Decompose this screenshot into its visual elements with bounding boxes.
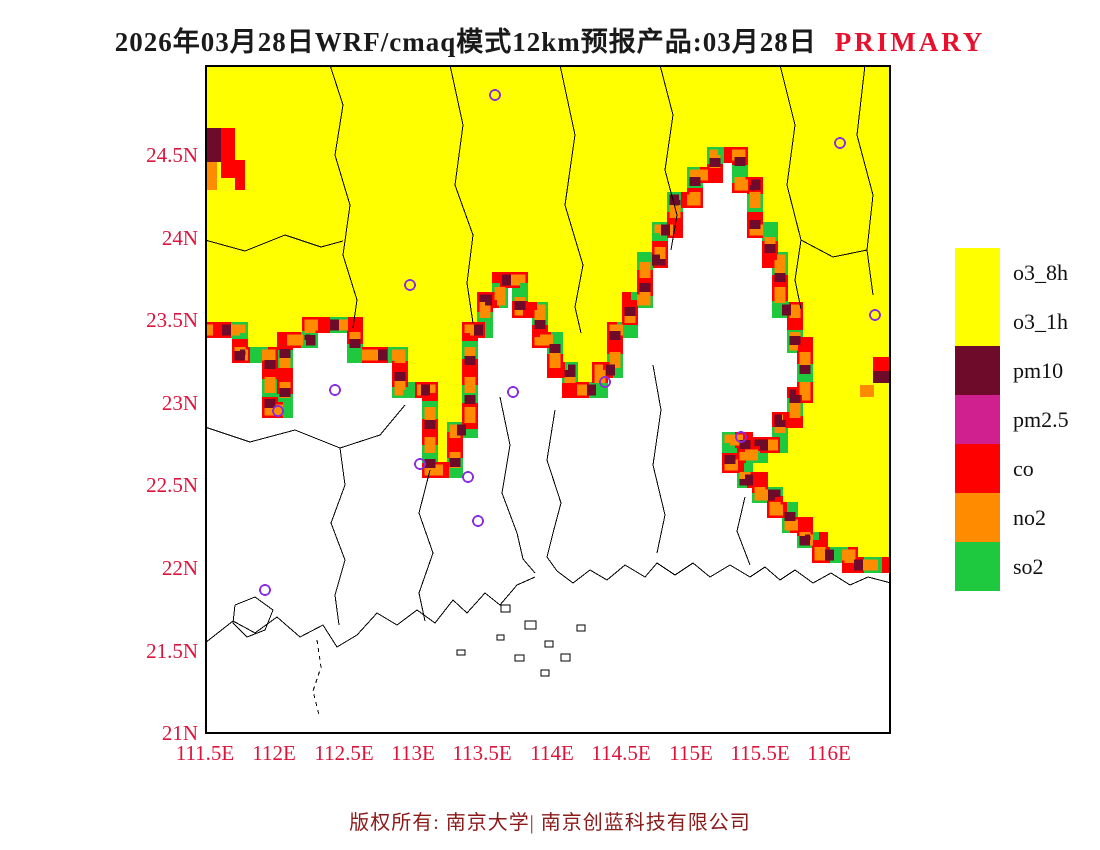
legend-item: co bbox=[955, 444, 1069, 493]
legend-item: so2 bbox=[955, 542, 1069, 591]
lon-label: 113.5E bbox=[452, 741, 512, 765]
legend-swatch-so2 bbox=[955, 542, 1000, 591]
boundary-line bbox=[546, 409, 562, 534]
boundary-line bbox=[546, 532, 558, 572]
legend-label: so2 bbox=[1013, 553, 1044, 579]
lat-label: 23N bbox=[161, 391, 198, 415]
boundary-line bbox=[499, 396, 518, 534]
legend-item: pm10 bbox=[955, 346, 1069, 395]
boundary-line bbox=[312, 639, 322, 716]
island bbox=[514, 654, 525, 662]
map-canvas bbox=[205, 65, 891, 734]
pollutant-cell bbox=[205, 162, 217, 190]
legend-label: o3_8h bbox=[1013, 259, 1068, 285]
station-marker bbox=[259, 584, 271, 596]
boundary-line bbox=[659, 65, 678, 251]
island bbox=[540, 669, 550, 677]
island bbox=[544, 640, 554, 648]
lat-label: 23.5N bbox=[146, 308, 198, 332]
lon-label: 112.5E bbox=[314, 741, 374, 765]
legend-label: no2 bbox=[1013, 504, 1046, 530]
station-marker bbox=[472, 515, 484, 527]
station-marker bbox=[869, 309, 881, 321]
legend-swatch-pm10 bbox=[955, 346, 1000, 395]
lon-label: 114.5E bbox=[591, 741, 651, 765]
lon-label: 114E bbox=[530, 741, 574, 765]
lat-label: 21N bbox=[161, 721, 198, 745]
pollutant-cell bbox=[873, 371, 891, 383]
legend-swatch-co bbox=[955, 444, 1000, 493]
boundary-line bbox=[800, 239, 868, 258]
legend-label: pm2.5 bbox=[1013, 406, 1069, 432]
island bbox=[496, 634, 505, 641]
lat-label: 21.5N bbox=[146, 639, 198, 663]
boundary-line bbox=[559, 65, 584, 334]
boundary-line bbox=[516, 532, 536, 574]
lat-label: 24.5N bbox=[146, 143, 198, 167]
lat-label: 24N bbox=[161, 226, 198, 250]
boundary-line bbox=[652, 364, 666, 554]
lat-label: 22N bbox=[161, 556, 198, 580]
pollutant-cell bbox=[221, 128, 235, 178]
boundary-line bbox=[232, 596, 274, 638]
boundary-line bbox=[205, 576, 536, 648]
primary-badge: PRIMARY bbox=[834, 27, 986, 57]
station-marker bbox=[735, 431, 747, 443]
legend-item: o3_8h bbox=[955, 248, 1069, 297]
island bbox=[456, 649, 466, 656]
legend-item: no2 bbox=[955, 493, 1069, 542]
legend-label: o3_1h bbox=[1013, 308, 1068, 334]
station-marker bbox=[462, 471, 474, 483]
pollutant-cell bbox=[235, 160, 245, 190]
legend-label: pm10 bbox=[1013, 357, 1064, 383]
lon-label: 115.5E bbox=[730, 741, 790, 765]
pollutant-legend: o3_8h o3_1h pm10 pm2.5 co no2 so2 bbox=[955, 248, 1069, 591]
lat-label: 22.5N bbox=[146, 473, 198, 497]
pollutant-cell bbox=[860, 385, 874, 397]
island bbox=[560, 653, 571, 662]
lon-label: 112E bbox=[252, 741, 296, 765]
boundary-line bbox=[736, 496, 751, 566]
legend-swatch-no2 bbox=[955, 493, 1000, 542]
legend-item: pm2.5 bbox=[955, 395, 1069, 444]
island bbox=[500, 604, 511, 613]
lon-label: 113E bbox=[391, 741, 435, 765]
boundary-line bbox=[779, 65, 802, 310]
pollutant-cell bbox=[873, 357, 891, 371]
station-marker bbox=[404, 279, 416, 291]
boundary-line bbox=[449, 65, 474, 324]
lon-label: 115E bbox=[669, 741, 713, 765]
title-text: 2026年03月28日WRF/cmaq模式12km预报产品:03月28日 bbox=[114, 27, 817, 57]
station-marker bbox=[507, 386, 519, 398]
page-title: 2026年03月28日WRF/cmaq模式12km预报产品:03月28日 PRIM… bbox=[0, 20, 1100, 59]
station-marker bbox=[599, 376, 611, 388]
island bbox=[524, 620, 537, 630]
pollutant-cell bbox=[205, 128, 221, 162]
boundary-line bbox=[330, 447, 346, 626]
boundary-line bbox=[205, 234, 344, 252]
station-marker bbox=[489, 89, 501, 101]
boundary-line bbox=[418, 469, 434, 622]
lon-label: 111.5E bbox=[175, 741, 235, 765]
boundary-line bbox=[205, 404, 406, 449]
boundary-line bbox=[329, 65, 358, 329]
legend-item: o3_1h bbox=[955, 297, 1069, 346]
boundary-line bbox=[856, 65, 874, 296]
station-marker bbox=[272, 405, 284, 417]
legend-swatch-o3_8h bbox=[955, 248, 1000, 297]
copyright-text: 版权所有: 南京大学| 南京创蓝科技有限公司 bbox=[349, 812, 751, 834]
map-frame bbox=[205, 65, 891, 734]
boundary-line bbox=[556, 562, 891, 586]
island bbox=[576, 624, 586, 632]
legend-swatch-o3_1h bbox=[955, 297, 1000, 346]
map-svg bbox=[205, 65, 891, 734]
pollutant-edge bbox=[205, 149, 891, 571]
lon-label: 116E bbox=[807, 741, 851, 765]
legend-swatch-pm2_5 bbox=[955, 395, 1000, 444]
station-marker bbox=[414, 458, 426, 470]
legend-label: co bbox=[1013, 455, 1034, 481]
station-marker bbox=[834, 137, 846, 149]
station-marker bbox=[329, 384, 341, 396]
